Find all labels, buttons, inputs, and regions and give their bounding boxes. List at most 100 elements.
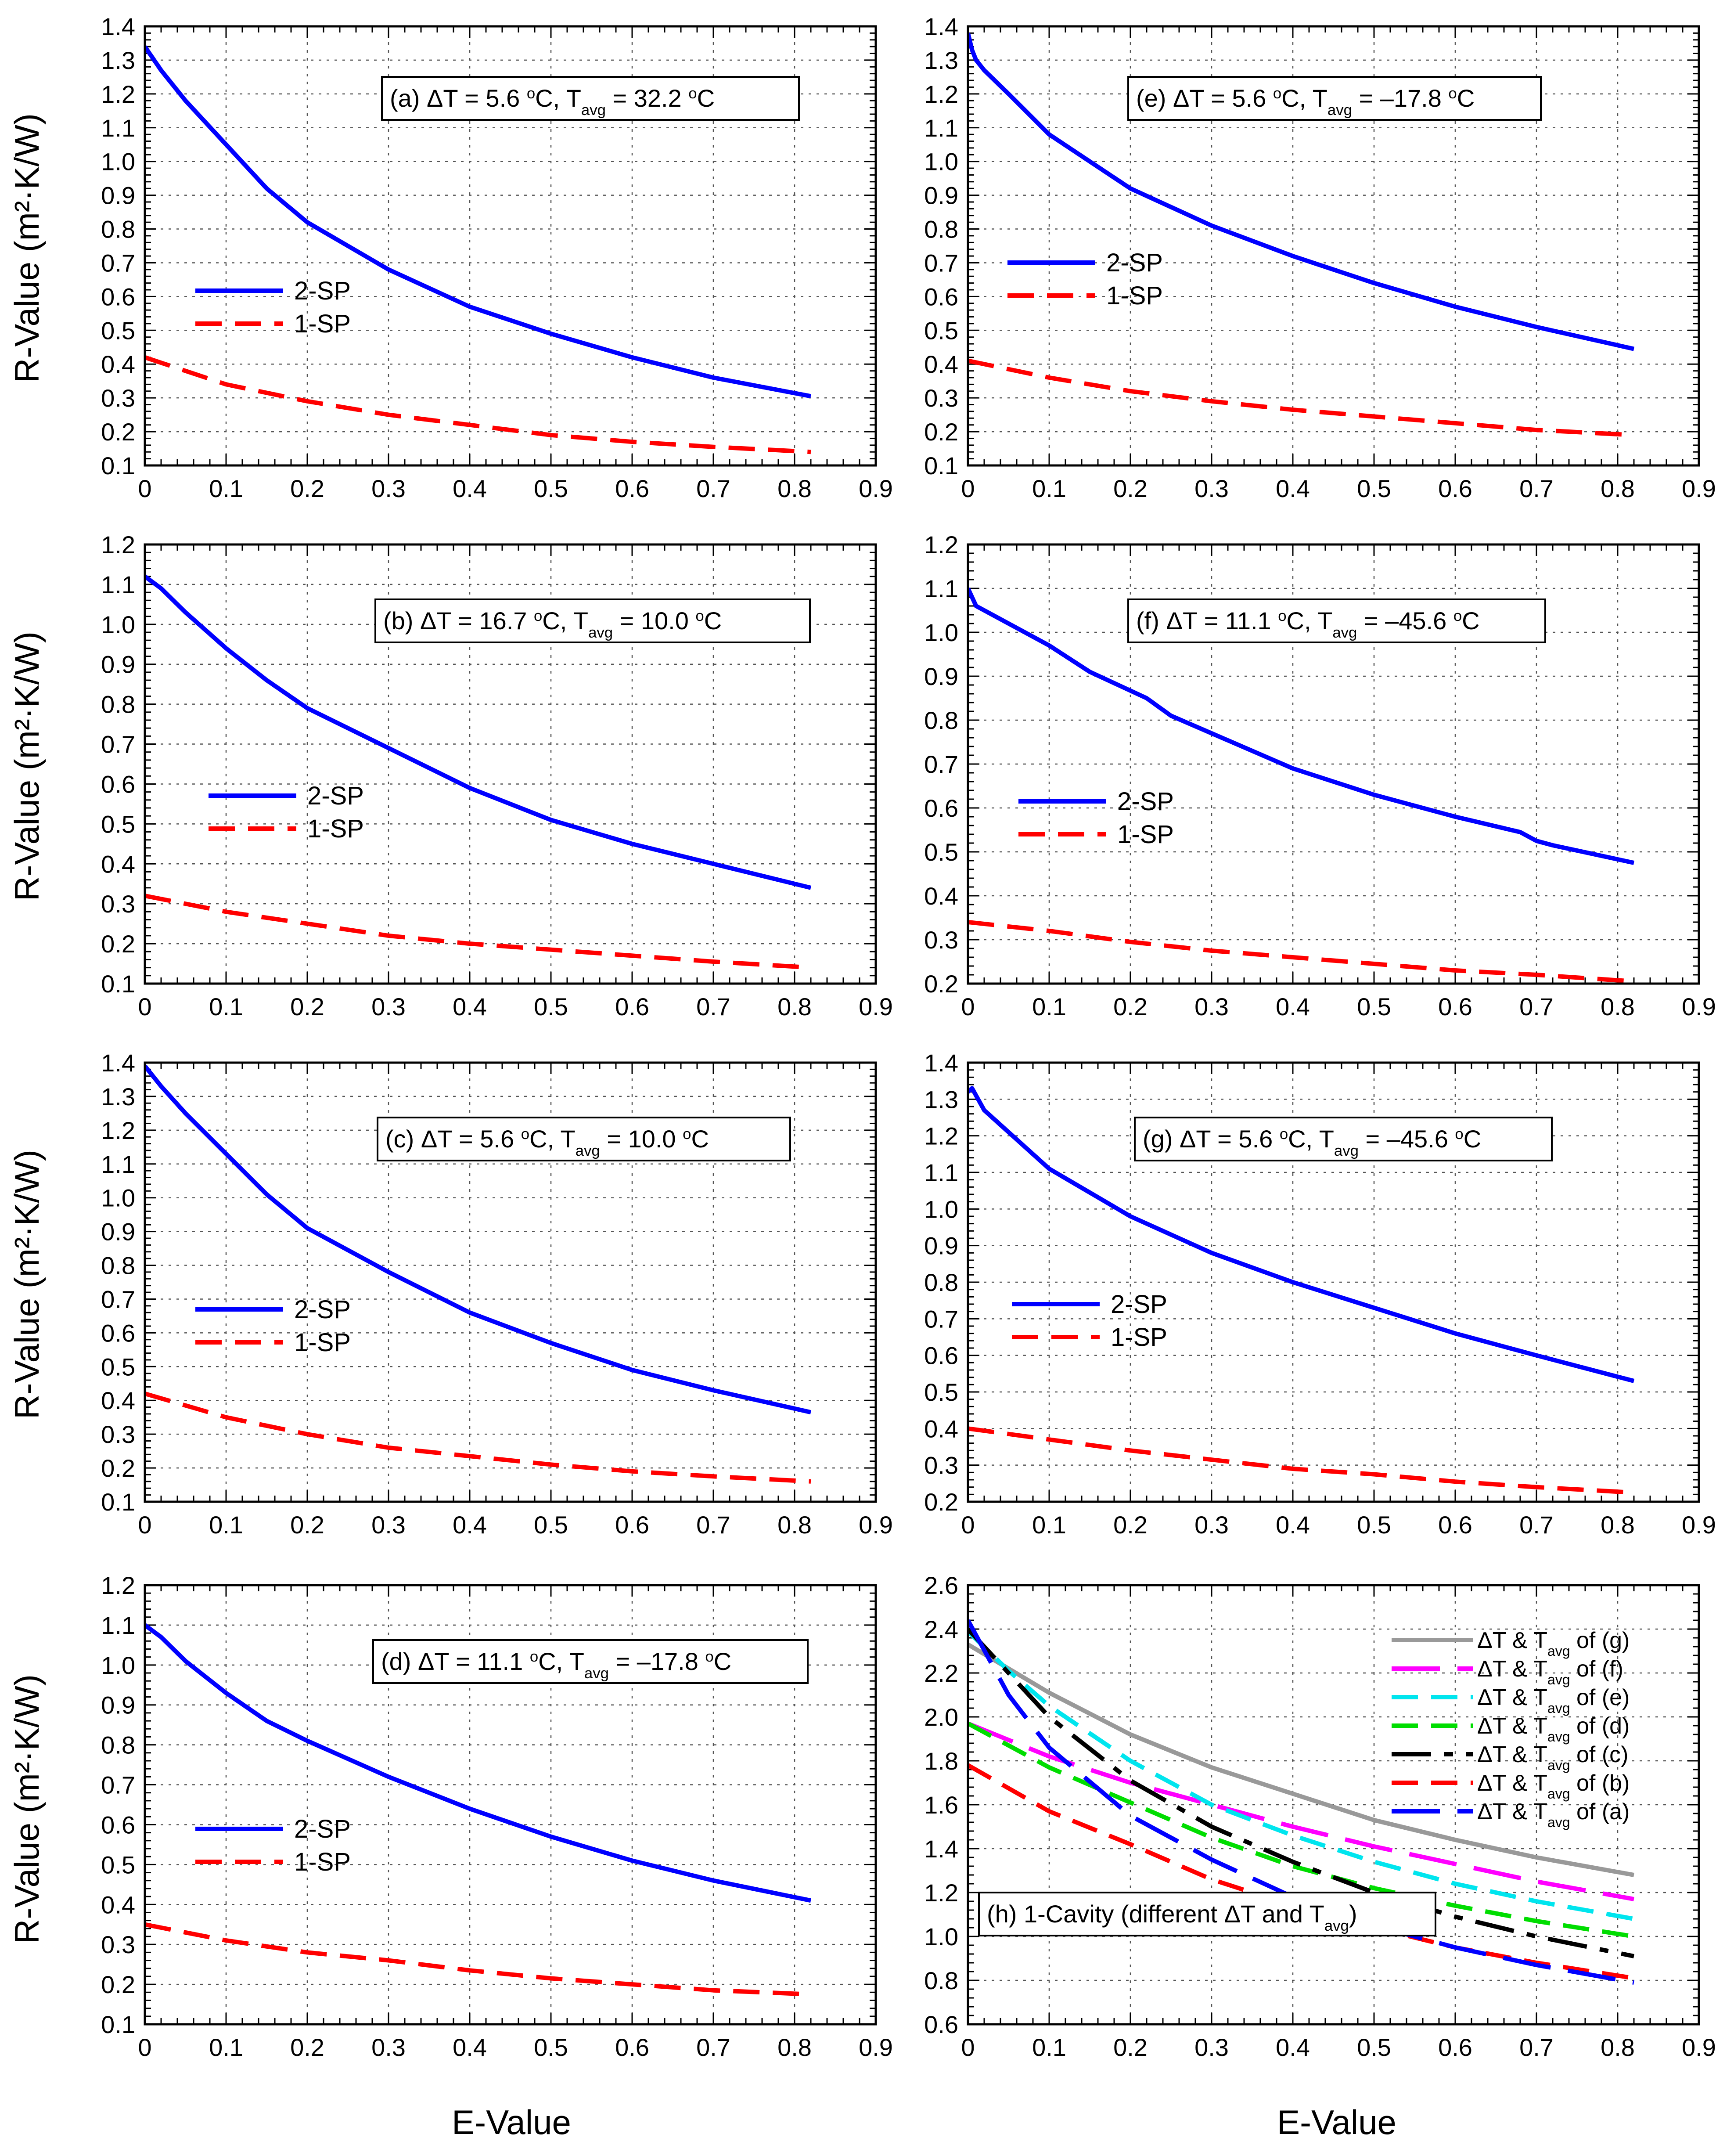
ylabel-row-2: R-Value (m²·K/W) bbox=[7, 631, 46, 901]
y-tick-label: 1.0 bbox=[924, 1195, 958, 1223]
y-tick-label: 1.0 bbox=[924, 619, 958, 646]
x-tick-label: 0.3 bbox=[371, 1511, 406, 1539]
x-tick-label: 0.4 bbox=[1276, 1511, 1310, 1539]
legend-label: 1-SP bbox=[294, 310, 351, 338]
legend-label: 2-SP bbox=[294, 1295, 351, 1324]
x-tick-label: 0 bbox=[138, 1511, 151, 1539]
y-tick-label: 0.6 bbox=[101, 283, 135, 310]
x-tick-label: 0 bbox=[138, 993, 151, 1020]
panel-title-text: (g) ΔT = 5.6 oC, Tavg = –45.6 oC bbox=[1143, 1125, 1481, 1159]
title-box bbox=[381, 76, 800, 121]
x-tick-label: 0.3 bbox=[371, 993, 406, 1020]
y-tick-label: 0.8 bbox=[924, 707, 958, 734]
series-group bbox=[145, 1623, 812, 1997]
y-tick-label: 1.1 bbox=[924, 114, 958, 142]
y-tick-label: 0.5 bbox=[101, 1353, 135, 1381]
legend: 2-SP 1-SP bbox=[209, 782, 364, 843]
x-tick-label: 0 bbox=[961, 475, 975, 502]
x-tick-label: 0.6 bbox=[1438, 993, 1472, 1020]
x-tick-label: 0.1 bbox=[1032, 993, 1066, 1020]
y-tick-label: 1.4 bbox=[924, 13, 958, 40]
legend: 2-SP 1-SP bbox=[195, 1295, 351, 1357]
y-tick-label: 0.2 bbox=[101, 1971, 135, 1998]
x-tick-label: 0.2 bbox=[1113, 475, 1148, 502]
title-box bbox=[374, 598, 811, 643]
series-line-1-sp bbox=[968, 1426, 1634, 1495]
series-group bbox=[968, 587, 1635, 984]
y-tick-label: 0.5 bbox=[924, 1378, 958, 1406]
x-tick-label: 0 bbox=[961, 2033, 975, 2061]
y-tick-label: 0.9 bbox=[924, 663, 958, 690]
x-tick-label: 0.1 bbox=[1032, 2033, 1066, 2061]
y-tick-label: 1.1 bbox=[924, 1159, 958, 1186]
series-line-1-sp bbox=[145, 894, 811, 970]
y-tick-label: 0.7 bbox=[924, 750, 958, 778]
panel-title-text: (a) ΔT = 5.6 oC, Tavg = 32.2 oC bbox=[390, 84, 715, 119]
y-tick-label: 0.1 bbox=[101, 2011, 135, 2038]
y-tick-label: 1.2 bbox=[101, 80, 135, 108]
y-tick-label: 0.7 bbox=[924, 249, 958, 277]
x-tick-label: 0.9 bbox=[859, 993, 893, 1020]
x-tick-label: 0.7 bbox=[696, 993, 730, 1020]
y-tick-label: 1.1 bbox=[924, 575, 958, 602]
y-tick-label: 0.2 bbox=[101, 930, 135, 958]
x-tick-label: 0.6 bbox=[615, 2033, 649, 2061]
series-line-1-sp bbox=[145, 1922, 811, 1997]
x-tick-label: 0.1 bbox=[209, 475, 243, 502]
y-tick-label: 0.9 bbox=[101, 1218, 135, 1246]
y-tick-label: 0.7 bbox=[101, 731, 135, 758]
x-tick-label: 0.2 bbox=[290, 475, 324, 502]
panel-title-text: (f) ΔT = 11.1 oC, Tavg = –45.6 oC bbox=[1136, 607, 1480, 641]
legend-label: 2-SP bbox=[1106, 249, 1163, 277]
series-line-2-sp bbox=[968, 1086, 1635, 1383]
x-tick-label: 0.9 bbox=[1682, 993, 1716, 1020]
series-group bbox=[145, 45, 811, 454]
y-tick-label: 1.2 bbox=[924, 1122, 958, 1150]
plot-frame bbox=[967, 543, 1700, 985]
series-line-2-sp bbox=[968, 587, 1635, 865]
panel-title-text: (b) ΔT = 16.7 oC, Tavg = 10.0 oC bbox=[383, 607, 722, 641]
x-tick-label: 0.4 bbox=[1276, 2033, 1310, 2061]
x-tick-label: 0.4 bbox=[453, 1511, 487, 1539]
y-tick-label: 1.2 bbox=[101, 1117, 135, 1144]
y-tick-label: 1.1 bbox=[101, 114, 135, 142]
legend-label: ΔT & Tavg of (e) bbox=[1477, 1685, 1630, 1716]
x-tick-label: 0.9 bbox=[859, 2033, 893, 2061]
y-tick-label: 1.3 bbox=[101, 1083, 135, 1110]
legend-label: ΔT & Tavg of (d) bbox=[1477, 1713, 1630, 1745]
y-tick-label: 0.3 bbox=[101, 1931, 135, 1958]
series-line-1-sp bbox=[145, 355, 811, 454]
x-tick-label: 0.9 bbox=[859, 475, 893, 502]
legend-label: 2-SP bbox=[1111, 1290, 1167, 1319]
x-tick-label: 0.1 bbox=[209, 2033, 243, 2061]
x-tick-label: 0.5 bbox=[1357, 475, 1391, 502]
legend-label: 2-SP bbox=[307, 782, 364, 810]
panel-a: 0 0.1 0.2 0.3 0.4 0.5 0.6 0.7 0.8 0.90.10.20.30.4… bbox=[101, 13, 893, 502]
legend: ΔT & Tavg of (g)ΔT & Tavg of (f)ΔT & Tav… bbox=[1392, 1628, 1630, 1830]
title-box bbox=[978, 1892, 1436, 1936]
panel-title: (a) ΔT = 5.6 oC, Tavg = 32.2 oC bbox=[381, 76, 800, 121]
x-tick-label: 0.5 bbox=[534, 993, 568, 1020]
y-tick-label: 0.3 bbox=[924, 384, 958, 412]
legend: 2-SP 1-SP bbox=[1012, 1290, 1167, 1352]
x-tick-label: 0.2 bbox=[290, 2033, 324, 2061]
y-tick-label: 1.6 bbox=[924, 1791, 958, 1819]
y-tick-label: 1.0 bbox=[101, 148, 135, 176]
legend-label: 2-SP bbox=[294, 277, 351, 305]
y-tick-label: 1.2 bbox=[101, 531, 135, 559]
y-tick-label: 1.4 bbox=[101, 1049, 135, 1077]
x-tick-label: 0.7 bbox=[696, 475, 730, 502]
y-tick-label: 0.8 bbox=[924, 1269, 958, 1296]
y-tick-label: 2.4 bbox=[924, 1615, 958, 1643]
panel-title: (e) ΔT = 5.6 oC, Tavg = –17.8 oC bbox=[1127, 76, 1542, 121]
y-tick-label: 0.8 bbox=[924, 1967, 958, 1994]
x-tick-label: 0.8 bbox=[777, 2033, 812, 2061]
x-tick-label: 0.3 bbox=[1194, 2033, 1229, 2061]
y-tick-label: 0.8 bbox=[101, 1731, 135, 1759]
y-tick-label: 0.4 bbox=[101, 350, 135, 378]
series-line-of-f- bbox=[968, 1721, 1634, 1901]
x-tick-label: 0.6 bbox=[615, 475, 649, 502]
legend-label: 1-SP bbox=[294, 1848, 351, 1876]
y-tick-label: 0.6 bbox=[924, 283, 958, 310]
ylabel-row-4: R-Value (m²·K/W) bbox=[7, 1674, 46, 1944]
